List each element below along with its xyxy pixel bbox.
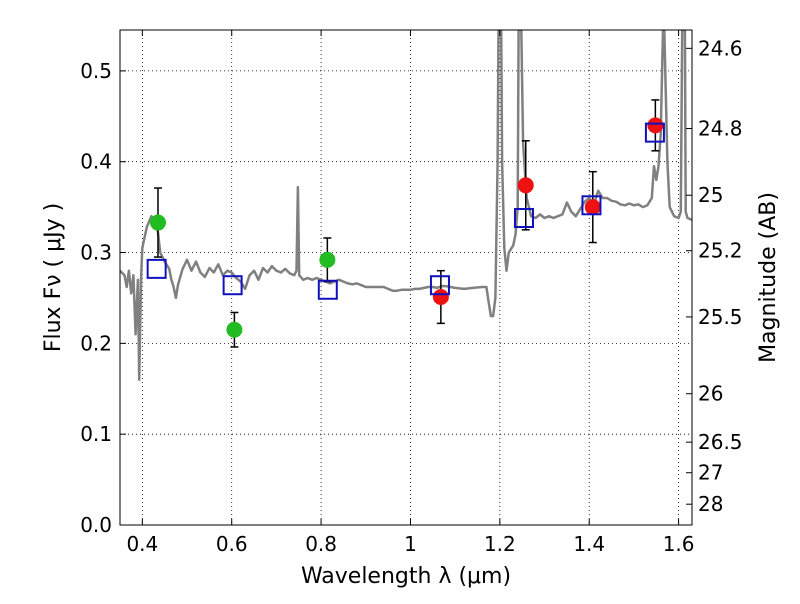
model-point-square — [581, 195, 602, 216]
right-tick-label: 24.8 — [698, 117, 743, 141]
model-point-square — [513, 208, 534, 229]
right-tick-label: 27 — [698, 461, 723, 485]
y-tick-label: 0.3 — [80, 241, 112, 265]
right-tick-label: 25.2 — [698, 239, 743, 263]
model-point-square — [429, 275, 450, 296]
x-axis-label: Wavelength λ (μm) — [301, 564, 511, 589]
model-point-square — [222, 275, 243, 296]
axis-layer: 0.4 0.6 0.8 1 1.2 1.4 1.6 0.0 0.1 0.2 0.3 0.4 0.5 24.… — [80, 30, 743, 556]
y-tick-label: 0.5 — [80, 59, 112, 83]
x-tick-label: 0.6 — [216, 532, 248, 556]
model-point-square — [146, 258, 167, 279]
plot-frame — [119, 29, 693, 526]
observed-point — [432, 289, 449, 306]
marker-layer — [146, 99, 665, 348]
y-tick-label: 0.2 — [80, 331, 112, 355]
spectrum-layer — [120, 30, 692, 381]
y-axis-right-label: Magnitude (AB) — [756, 192, 781, 363]
observed-point — [584, 199, 601, 216]
y-axis-label: Flux Fν ( μJy ) — [41, 203, 66, 352]
right-tick-label: 24.6 — [698, 36, 743, 60]
right-tick-label: 25.5 — [698, 305, 743, 329]
observed-point — [319, 251, 336, 268]
x-tick-label: 0.8 — [305, 532, 337, 556]
right-tick-label: 25 — [698, 183, 723, 207]
observed-point — [226, 321, 243, 338]
right-tick-label: 26.5 — [698, 430, 743, 454]
x-tick-label: 1 — [404, 532, 417, 556]
spectrum-line — [120, 30, 692, 381]
x-tick-label: 0.4 — [126, 532, 158, 556]
x-tick-label: 1.6 — [663, 532, 695, 556]
observed-point — [517, 177, 534, 194]
y-tick-label: 0.1 — [80, 422, 112, 446]
right-tick-label: 28 — [698, 492, 723, 516]
y-tick-label: 0.0 — [80, 513, 112, 537]
x-tick-label: 1.2 — [484, 532, 516, 556]
observed-point — [647, 117, 664, 134]
y-tick-label: 0.4 — [80, 150, 112, 174]
model-point-square — [644, 122, 665, 143]
right-tick-label: 26 — [698, 382, 723, 406]
model-point-square — [317, 279, 338, 300]
x-tick-label: 1.4 — [573, 532, 605, 556]
observed-point — [149, 214, 166, 231]
